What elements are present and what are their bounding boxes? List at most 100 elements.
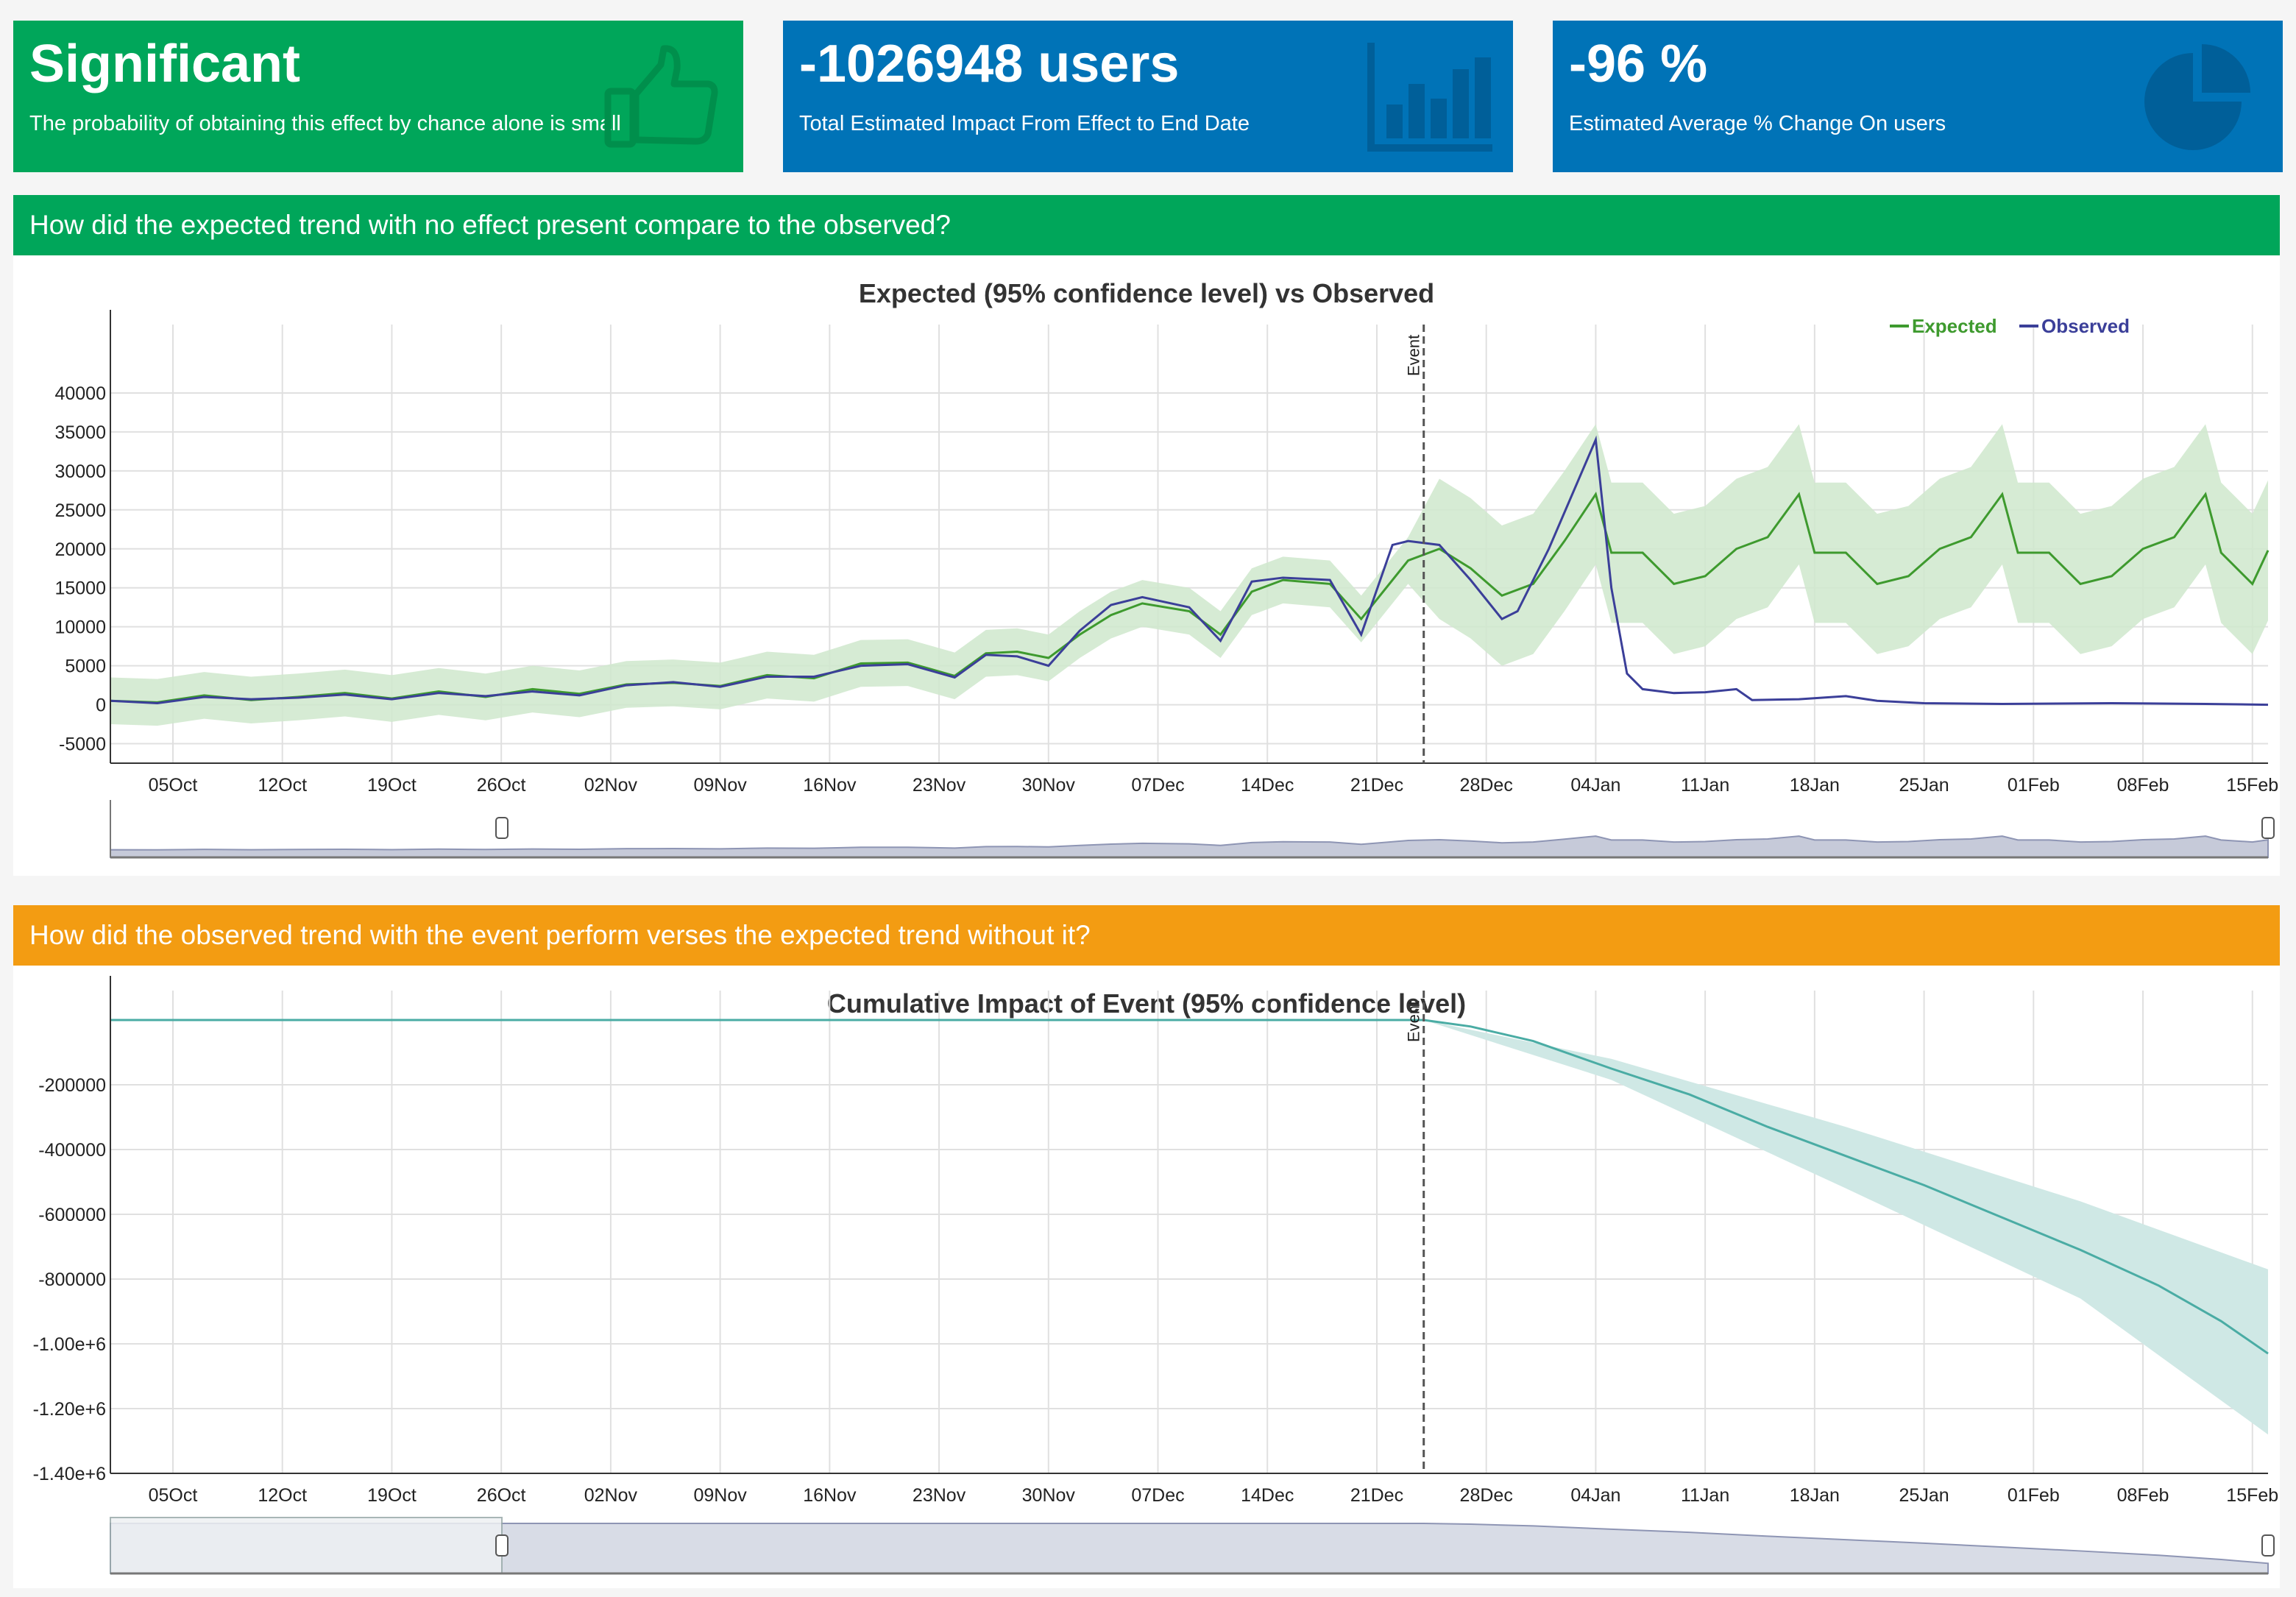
x-tick-label: 05Oct: [149, 1485, 198, 1506]
cumulative-confidence-band: [1423, 1020, 2268, 1435]
x-tick-label: 15Feb: [2226, 1485, 2278, 1506]
change-subtitle: Estimated Average % Change On users: [1569, 111, 1946, 135]
range-handle-right: [2261, 817, 2275, 839]
x-tick-label: 08Feb: [2117, 775, 2169, 796]
significance-subtitle: The probability of obtaining this effect…: [29, 111, 621, 135]
range-selector-area: [110, 1523, 2269, 1574]
x-tick-label: 01Feb: [2008, 775, 2060, 796]
cumulative-impact-panel: Cumulative Impact of Event (95% confiden…: [13, 966, 2280, 1588]
expected-line: [110, 492, 2270, 704]
bar-chart-icon: [1367, 43, 1492, 152]
chart-series: [110, 1019, 2269, 1355]
y-tick-label: 10000: [54, 617, 106, 638]
x-tick-label: 07Dec: [1131, 775, 1184, 796]
section-header-cumulative-impact: How did the observed trend with the even…: [13, 905, 2280, 966]
x-tick-label: 05Oct: [149, 775, 198, 796]
range-selector[interactable]: [110, 800, 2275, 859]
y-tick-label: 0: [96, 695, 106, 716]
chart-title: Expected (95% confidence level) vs Obser…: [859, 278, 1434, 308]
x-tick-label: 02Nov: [584, 775, 638, 796]
y-tick-label: 20000: [54, 539, 106, 560]
expected-confidence-band: [110, 424, 2268, 726]
x-tick-label: 25Jan: [1899, 775, 1949, 796]
chart-legend: Expected Observed: [1890, 315, 2130, 337]
y-tick-label: 15000: [54, 578, 106, 599]
confidence-band: [110, 424, 2268, 726]
x-tick-label: 30Nov: [1022, 1485, 1076, 1506]
x-tick-label: 23Nov: [913, 775, 966, 796]
range-selector[interactable]: [110, 1517, 2275, 1575]
significance-card: Significant The probability of obtaining…: [13, 21, 743, 172]
x-tick-label: 12Oct: [258, 1485, 307, 1506]
range-selector-area: [110, 835, 2269, 858]
x-tick-label: 16Nov: [803, 1485, 857, 1506]
y-tick-label: 35000: [54, 422, 106, 443]
cumulative-line: [110, 1019, 2269, 1355]
x-tick-label: 26Oct: [477, 775, 526, 796]
x-tick-label: 18Jan: [1790, 775, 1840, 796]
y-tick-label: -600000: [38, 1205, 106, 1225]
x-tick-label: 15Feb: [2226, 775, 2278, 796]
range-selector-mask: [110, 1517, 503, 1574]
x-tick-label: 01Feb: [2008, 1485, 2060, 1506]
y-tick-label: 30000: [54, 461, 106, 482]
x-tick-label: 30Nov: [1022, 775, 1076, 796]
x-tick-label: 14Dec: [1241, 1485, 1294, 1506]
x-tick-label: 21Dec: [1350, 775, 1403, 796]
y-tick-label: -400000: [38, 1140, 106, 1161]
pie-chart-icon: [2144, 44, 2250, 150]
x-tick-label: 11Jan: [1681, 775, 1729, 796]
range-handle-right: [2261, 1534, 2275, 1557]
x-tick-label: 08Feb: [2117, 1485, 2169, 1506]
x-tick-label: 19Oct: [367, 1485, 417, 1506]
x-tick-label: 14Dec: [1241, 775, 1294, 796]
x-tick-label: 11Jan: [1681, 1485, 1729, 1506]
x-tick-label: 28Dec: [1460, 775, 1513, 796]
impact-card: -1026948 users Total Estimated Impact Fr…: [783, 21, 1513, 172]
change-card: -96 % Estimated Average % Change On user…: [1553, 21, 2283, 172]
y-tick-label: -1.20e+6: [33, 1399, 106, 1420]
y-tick-label: -800000: [38, 1270, 106, 1290]
x-tick-label: 12Oct: [258, 775, 307, 796]
range-handle-left: [495, 1534, 509, 1557]
thumbs-up-icon: [604, 45, 718, 148]
x-tick-label: 04Jan: [1570, 1485, 1620, 1506]
observed-line: [110, 435, 2269, 707]
x-tick-label: 23Nov: [913, 1485, 966, 1506]
impact-subtitle: Total Estimated Impact From Effect to En…: [799, 111, 1250, 135]
y-tick-label: 5000: [65, 656, 106, 677]
x-tick-label: 19Oct: [367, 775, 417, 796]
chart-title: Cumulative Impact of Event (95% confiden…: [827, 988, 1466, 1019]
y-tick-label: -1.40e+6: [33, 1464, 106, 1484]
x-tick-label: 28Dec: [1460, 1485, 1513, 1506]
x-tick-label: 25Jan: [1899, 1485, 1949, 1506]
x-tick-label: 16Nov: [803, 775, 857, 796]
y-tick-label: 25000: [54, 500, 106, 521]
y-tick-label: -5000: [59, 734, 106, 755]
y-tick-label: 40000: [54, 383, 106, 404]
x-tick-label: 04Jan: [1570, 775, 1620, 796]
event-label: Event: [1405, 335, 1423, 376]
x-tick-label: 21Dec: [1350, 1485, 1403, 1506]
expected-vs-observed-chart: Expected (95% confidence level) vs Obser…: [54, 278, 2278, 859]
legend-expected-label: Expected: [1912, 315, 1997, 337]
x-tick-label: 09Nov: [693, 1485, 747, 1506]
x-tick-label: 07Dec: [1131, 1485, 1184, 1506]
significance-title: Significant: [29, 35, 301, 93]
y-tick-label: -200000: [38, 1075, 106, 1096]
chart-axes: -200000 -400000 -600000 -800000 -1.00e+6 -1.2…: [33, 976, 2278, 1506]
x-tick-label: 09Nov: [693, 775, 747, 796]
x-tick-label: 18Jan: [1790, 1485, 1840, 1506]
change-title: -96 %: [1569, 35, 1708, 93]
confidence-band: [1423, 1020, 2268, 1435]
range-handle-left: [495, 817, 509, 839]
legend-observed-label: Observed: [2041, 315, 2130, 337]
expected-vs-observed-panel: Expected (95% confidence level) vs Obser…: [13, 255, 2280, 876]
chart-series: [110, 435, 2270, 707]
x-tick-label: 26Oct: [477, 1485, 526, 1506]
event-label: Event: [1405, 1001, 1423, 1042]
x-tick-label: 02Nov: [584, 1485, 638, 1506]
impact-title: -1026948 users: [799, 35, 1180, 93]
cumulative-impact-chart: Cumulative Impact of Event (95% confiden…: [33, 976, 2278, 1575]
y-tick-label: -1.00e+6: [33, 1334, 106, 1355]
